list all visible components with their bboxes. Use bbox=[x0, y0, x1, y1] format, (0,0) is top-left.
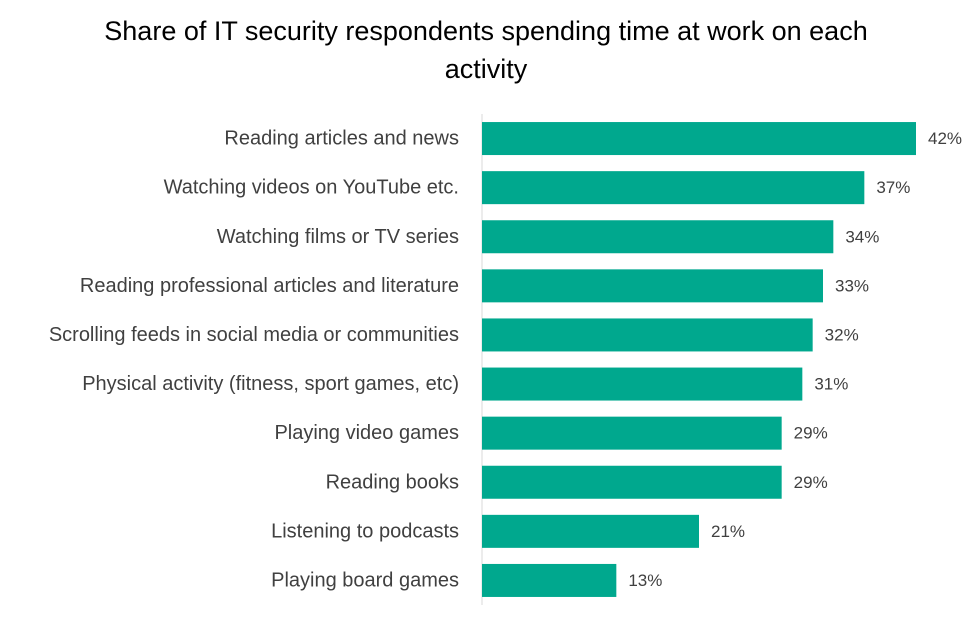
data-label: 13% bbox=[628, 571, 662, 590]
bar bbox=[482, 416, 782, 450]
chart-title: Share of IT security respondents spendin… bbox=[104, 16, 868, 84]
data-label: 32% bbox=[825, 325, 859, 344]
bar bbox=[482, 465, 782, 499]
category-label: Reading books bbox=[326, 471, 459, 493]
data-label: 29% bbox=[794, 473, 828, 492]
category-label: Physical activity (fitness, sport games,… bbox=[82, 373, 459, 395]
category-label: Playing video games bbox=[274, 422, 459, 444]
data-label: 31% bbox=[814, 375, 848, 394]
bar bbox=[482, 122, 916, 156]
category-label: Watching films or TV series bbox=[217, 226, 459, 248]
data-label: 42% bbox=[928, 129, 962, 148]
category-label: Playing board games bbox=[271, 569, 459, 591]
labels-layer: Reading articles and news 42% Watching vid… bbox=[49, 128, 962, 592]
bar bbox=[482, 171, 865, 205]
bars-layer bbox=[482, 122, 916, 597]
bar bbox=[482, 367, 803, 401]
data-label: 34% bbox=[845, 227, 879, 246]
bar bbox=[482, 318, 813, 352]
category-label: Scrolling feeds in social media or commu… bbox=[49, 324, 459, 346]
category-label: Watching videos on YouTube etc. bbox=[164, 177, 459, 199]
bar bbox=[482, 514, 699, 548]
data-label: 33% bbox=[835, 276, 869, 295]
bar bbox=[482, 563, 617, 597]
category-label: Reading professional articles and litera… bbox=[80, 275, 459, 297]
bar bbox=[482, 220, 834, 254]
data-label: 37% bbox=[876, 178, 910, 197]
bar bbox=[482, 269, 823, 303]
category-label: Listening to podcasts bbox=[271, 520, 459, 542]
category-label: Reading articles and news bbox=[224, 128, 459, 150]
data-label: 21% bbox=[711, 522, 745, 541]
data-label: 29% bbox=[794, 424, 828, 443]
